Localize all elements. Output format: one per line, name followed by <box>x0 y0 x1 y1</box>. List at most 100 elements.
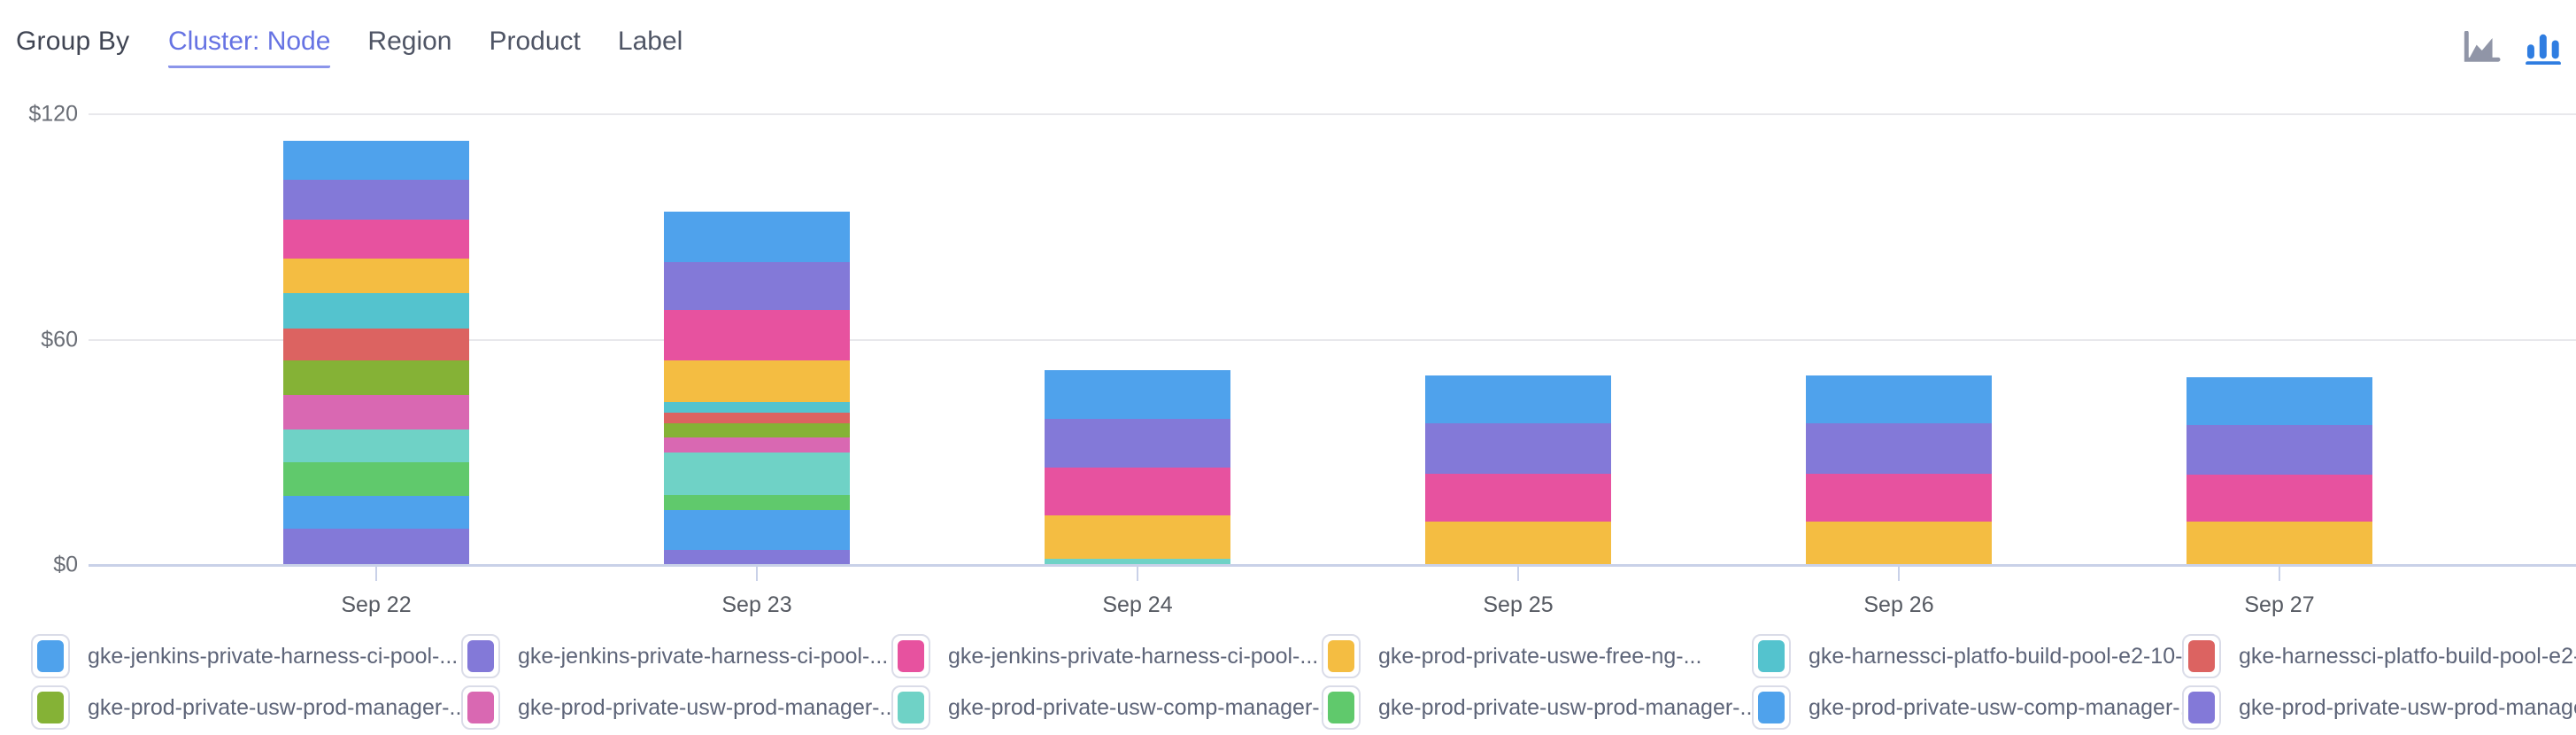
bar-segment[interactable] <box>664 401 850 413</box>
bar-segment[interactable] <box>664 360 850 402</box>
bar-segment[interactable] <box>664 212 850 262</box>
bar-segment[interactable] <box>283 495 469 530</box>
tab-region[interactable]: Region <box>367 27 452 56</box>
x-axis-tick <box>756 566 758 581</box>
legend-label: gke-jenkins-private-harness-ci-pool-... <box>518 643 889 669</box>
bar-segment[interactable] <box>283 140 469 181</box>
bar-segment[interactable] <box>1425 422 1611 474</box>
bar-segment[interactable] <box>1045 418 1230 468</box>
legend-swatch-icon <box>2182 634 2221 678</box>
bar-segment[interactable] <box>664 549 850 564</box>
bar-segment[interactable] <box>664 309 850 360</box>
bar-segment[interactable] <box>1425 473 1611 522</box>
bar-segment[interactable] <box>664 509 850 550</box>
bar-segment[interactable] <box>664 261 850 310</box>
gridline <box>89 113 2576 115</box>
legend-item[interactable]: gke-prod-private-usw-prod-manager-... <box>2182 685 2576 730</box>
bar-segment[interactable] <box>283 328 469 361</box>
legend-swatch-icon <box>2182 685 2221 730</box>
x-axis-tick <box>375 566 377 581</box>
group-by-label: Group By <box>16 27 130 56</box>
bar-sep-24 <box>1045 369 1230 564</box>
bar-segment[interactable] <box>1425 522 1611 564</box>
bar-segment[interactable] <box>1806 422 1992 474</box>
bar-segment[interactable] <box>2187 425 2372 475</box>
legend-item[interactable]: gke-prod-private-usw-prod-manager-... <box>1322 685 1752 730</box>
tab-label[interactable]: Label <box>617 27 683 56</box>
plot-area: $0 $60 $120 Sep 22 Sep 23 Sep 24 Sep 25 Sep 26 S… <box>0 89 2576 620</box>
legend-swatch-icon <box>31 685 70 730</box>
legend-item[interactable]: gke-prod-private-usw-prod-manager-... <box>461 685 891 730</box>
legend-label: gke-prod-private-usw-comp-manager-... <box>1809 694 2182 720</box>
bar-segment[interactable] <box>2187 474 2372 522</box>
legend-swatch-icon <box>1322 634 1361 678</box>
legend-swatch-icon <box>1752 634 1791 678</box>
x-axis-tick <box>1137 566 1138 581</box>
legend-swatch-icon <box>31 634 70 678</box>
bar-segment[interactable] <box>283 180 469 220</box>
legend: gke-jenkins-private-harness-ci-pool-... g… <box>31 631 2576 733</box>
legend-swatch-icon <box>461 685 500 730</box>
x-axis-label: Sep 25 <box>1483 592 1554 617</box>
bar-segment[interactable] <box>283 360 469 396</box>
bar-sep-27 <box>2187 377 2372 564</box>
legend-swatch-icon <box>461 634 500 678</box>
bar-segment[interactable] <box>283 293 469 329</box>
bar-segment[interactable] <box>2187 377 2372 426</box>
bar-segment[interactable] <box>2187 522 2372 564</box>
legend-label: gke-prod-private-uswe-free-ng-... <box>1378 643 1702 669</box>
legend-label: gke-jenkins-private-harness-ci-pool-... <box>88 643 459 669</box>
bar-segment[interactable] <box>664 437 850 453</box>
bar-segment[interactable] <box>1045 559 1230 564</box>
bar-sep-25 <box>1425 375 1611 564</box>
bar-segment[interactable] <box>1806 375 1992 423</box>
chart-type-toggle <box>2461 30 2564 66</box>
bar-sep-23 <box>664 212 850 564</box>
bar-segment[interactable] <box>283 395 469 429</box>
legend-item[interactable]: gke-jenkins-private-harness-ci-pool-... <box>31 634 461 678</box>
tab-cluster-node[interactable]: Cluster: Node <box>168 27 331 68</box>
area-chart-icon[interactable] <box>2461 30 2502 66</box>
x-axis-tick <box>1898 566 1900 581</box>
bar-segment[interactable] <box>664 494 850 510</box>
legend-item[interactable]: gke-prod-private-usw-comp-manager-... <box>1752 685 2182 730</box>
bar-segment[interactable] <box>664 452 850 495</box>
legend-item[interactable]: gke-prod-private-usw-prod-manager-... <box>31 685 461 730</box>
bar-segment[interactable] <box>1045 369 1230 419</box>
x-axis-tick <box>1517 566 1519 581</box>
bar-segment[interactable] <box>283 259 469 294</box>
tab-product[interactable]: Product <box>489 27 581 56</box>
legend-label: gke-prod-private-usw-comp-manager-... <box>948 694 1322 720</box>
legend-item[interactable]: gke-harnessci-platfo-build-pool-e2-10-..… <box>1752 634 2182 678</box>
bar-segment[interactable] <box>283 429 469 463</box>
bar-segment[interactable] <box>283 462 469 496</box>
legend-item[interactable]: gke-jenkins-private-harness-ci-pool-... <box>891 634 1322 678</box>
legend-swatch-icon <box>1322 685 1361 730</box>
bar-chart-icon[interactable] <box>2523 30 2564 66</box>
legend-label: gke-prod-private-usw-prod-manager-... <box>2239 694 2576 720</box>
bar-segment[interactable] <box>283 220 469 259</box>
legend-item[interactable]: gke-prod-private-usw-comp-manager-... <box>891 685 1322 730</box>
bar-segment[interactable] <box>664 423 850 437</box>
bar-segment[interactable] <box>664 412 850 424</box>
bar-segment[interactable] <box>1045 467 1230 516</box>
gridline <box>89 338 2576 341</box>
bar-segment[interactable] <box>1806 473 1992 522</box>
legend-item[interactable]: gke-harnessci-platfo-build-pool-e2-10-..… <box>2182 634 2576 678</box>
legend-label: gke-prod-private-usw-prod-manager-... <box>88 694 461 720</box>
legend-item[interactable]: gke-jenkins-private-harness-ci-pool-... <box>461 634 891 678</box>
bar-segment[interactable] <box>1045 515 1230 560</box>
x-axis-label: Sep 27 <box>2244 592 2315 617</box>
bar-segment[interactable] <box>283 529 469 564</box>
x-axis-line <box>89 564 2576 567</box>
x-axis-tick <box>2279 566 2280 581</box>
legend-item[interactable]: gke-prod-private-uswe-free-ng-... <box>1322 634 1752 678</box>
legend-label: gke-harnessci-platfo-build-pool-e2-10-..… <box>1809 643 2182 669</box>
bar-segment[interactable] <box>1806 522 1992 564</box>
bar-segment[interactable] <box>1425 375 1611 423</box>
y-axis-tick-label: $0 <box>53 552 78 577</box>
legend-label: gke-harnessci-platfo-build-pool-e2-10-..… <box>2239 643 2576 669</box>
legend-swatch-icon <box>891 685 930 730</box>
legend-label: gke-prod-private-usw-prod-manager-... <box>1378 694 1752 720</box>
